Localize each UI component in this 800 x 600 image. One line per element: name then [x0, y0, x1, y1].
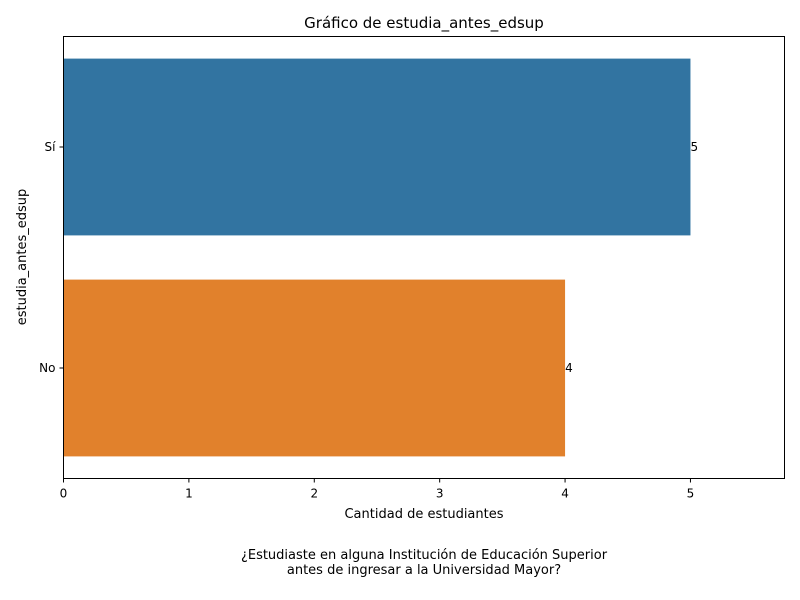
x-tick-label-2: 2 [310, 487, 318, 501]
x-axis-ticks: 0 1 2 3 4 5 [60, 478, 695, 501]
caption-line-1: ¿Estudiaste en alguna Institución de Edu… [240, 548, 608, 563]
x-tick-label-0: 0 [60, 487, 68, 501]
x-axis-label: Cantidad de estudiantes [344, 507, 503, 522]
y-tick-label-0: Sí [45, 140, 57, 154]
x-tick-label-3: 3 [436, 487, 444, 501]
x-tick-label-4: 4 [561, 487, 569, 501]
bar-value-labels: 54 [565, 140, 698, 375]
chart-title: Gráfico de estudia_antes_edsup [304, 14, 544, 33]
bar-0 [63, 58, 691, 236]
x-tick-label-1: 1 [185, 487, 193, 501]
bar-value-label-1: 4 [565, 361, 573, 375]
y-axis-ticks: Sí No [39, 140, 64, 375]
y-axis-label: estudia_antes_edsup [15, 189, 30, 326]
x-tick-label-5: 5 [687, 487, 695, 501]
bars-group [63, 58, 691, 457]
plot-frame [63, 36, 785, 479]
bar-1 [63, 279, 566, 457]
caption-line-2: antes de ingresar a la Universidad Mayor… [286, 563, 562, 578]
bar-value-label-0: 5 [690, 140, 698, 154]
y-tick-label-1: No [39, 361, 55, 375]
chart-caption: ¿Estudiaste en alguna Institución de Edu… [0, 548, 800, 578]
